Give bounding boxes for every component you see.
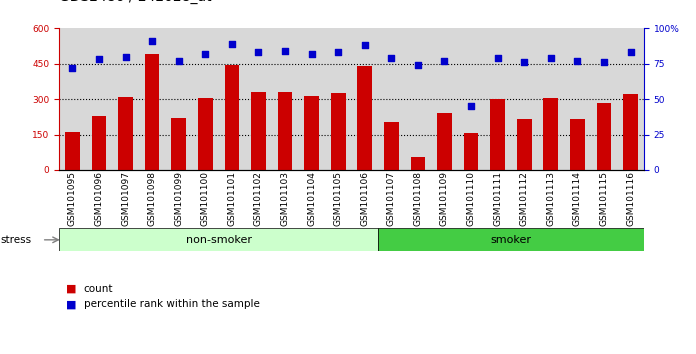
Text: GSM101113: GSM101113 bbox=[546, 171, 555, 226]
Text: GSM101106: GSM101106 bbox=[361, 171, 370, 226]
Point bbox=[253, 50, 264, 55]
Bar bbox=[65, 132, 80, 170]
Text: GSM101101: GSM101101 bbox=[228, 171, 237, 226]
Point bbox=[519, 59, 530, 65]
Point bbox=[226, 41, 237, 47]
Bar bbox=[517, 119, 532, 170]
Bar bbox=[384, 121, 399, 170]
Text: GSM101102: GSM101102 bbox=[254, 171, 263, 226]
Bar bbox=[570, 119, 585, 170]
Text: count: count bbox=[84, 284, 113, 293]
Text: ■: ■ bbox=[66, 299, 77, 309]
Point bbox=[492, 55, 503, 61]
Point bbox=[599, 59, 610, 65]
Bar bbox=[59, 228, 378, 251]
Text: GSM101097: GSM101097 bbox=[121, 171, 130, 226]
Point bbox=[173, 58, 184, 64]
Point bbox=[625, 50, 636, 55]
Bar bbox=[464, 133, 478, 170]
Point bbox=[120, 54, 131, 59]
Bar bbox=[171, 118, 186, 170]
Point bbox=[572, 58, 583, 64]
Bar bbox=[378, 228, 644, 251]
Text: GSM101107: GSM101107 bbox=[387, 171, 396, 226]
Bar bbox=[623, 95, 638, 170]
Bar bbox=[225, 65, 239, 170]
Point bbox=[359, 42, 370, 48]
Point bbox=[280, 48, 291, 54]
Text: GSM101112: GSM101112 bbox=[520, 171, 529, 226]
Bar bbox=[92, 116, 106, 170]
Bar bbox=[278, 92, 292, 170]
Point bbox=[439, 58, 450, 64]
Text: GSM101110: GSM101110 bbox=[466, 171, 475, 226]
Text: GSM101099: GSM101099 bbox=[174, 171, 183, 226]
Text: GSM101116: GSM101116 bbox=[626, 171, 635, 226]
Bar bbox=[145, 54, 159, 170]
Bar bbox=[251, 92, 266, 170]
Point bbox=[412, 62, 423, 68]
Text: GSM101100: GSM101100 bbox=[201, 171, 209, 226]
Text: GSM101096: GSM101096 bbox=[95, 171, 104, 226]
Bar bbox=[596, 103, 611, 170]
Text: ■: ■ bbox=[66, 284, 77, 293]
Text: GSM101105: GSM101105 bbox=[333, 171, 342, 226]
Text: GSM101115: GSM101115 bbox=[599, 171, 608, 226]
Text: GSM101111: GSM101111 bbox=[493, 171, 502, 226]
Text: GSM101098: GSM101098 bbox=[148, 171, 157, 226]
Bar bbox=[411, 157, 425, 170]
Text: GDS2486 / 242028_at: GDS2486 / 242028_at bbox=[59, 0, 212, 4]
Bar bbox=[358, 66, 372, 170]
Text: GSM101095: GSM101095 bbox=[68, 171, 77, 226]
Point bbox=[333, 50, 344, 55]
Text: GSM101114: GSM101114 bbox=[573, 171, 582, 226]
Text: percentile rank within the sample: percentile rank within the sample bbox=[84, 299, 260, 309]
Point bbox=[200, 51, 211, 57]
Bar bbox=[544, 98, 558, 170]
Point bbox=[466, 103, 477, 109]
Text: stress: stress bbox=[1, 235, 32, 245]
Text: smoker: smoker bbox=[491, 235, 532, 245]
Bar bbox=[304, 96, 319, 170]
Point bbox=[67, 65, 78, 71]
Point bbox=[545, 55, 556, 61]
Bar bbox=[198, 98, 213, 170]
Text: GSM101103: GSM101103 bbox=[280, 171, 290, 226]
Point bbox=[386, 55, 397, 61]
Bar bbox=[491, 99, 505, 170]
Text: GSM101109: GSM101109 bbox=[440, 171, 449, 226]
Text: non-smoker: non-smoker bbox=[186, 235, 252, 245]
Bar bbox=[437, 113, 452, 170]
Point bbox=[93, 57, 104, 62]
Text: GSM101104: GSM101104 bbox=[307, 171, 316, 226]
Bar bbox=[331, 93, 345, 170]
Bar bbox=[118, 97, 133, 170]
Text: GSM101108: GSM101108 bbox=[413, 171, 422, 226]
Point bbox=[147, 38, 158, 44]
Point bbox=[306, 51, 317, 57]
